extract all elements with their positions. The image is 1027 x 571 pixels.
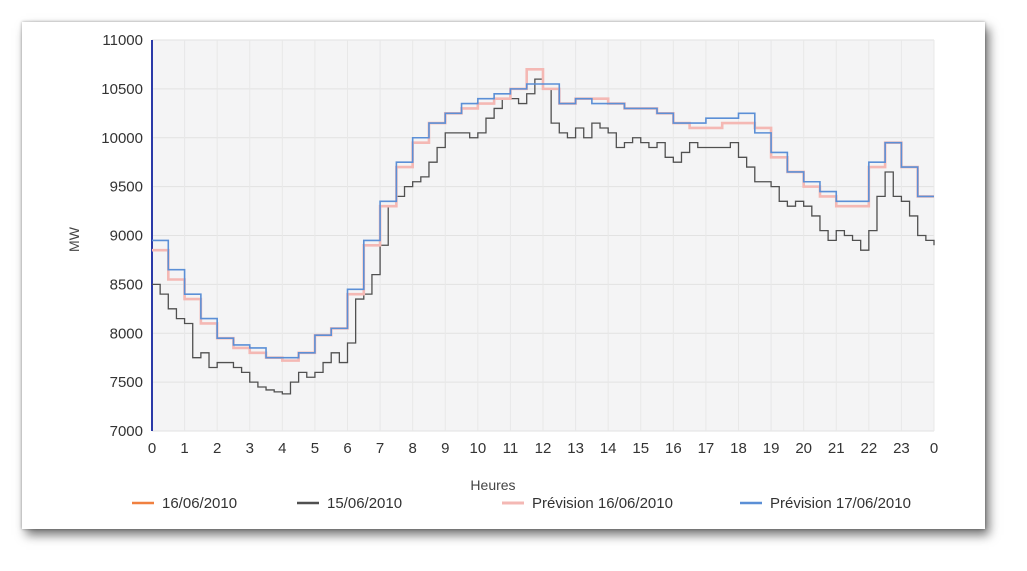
- y-tick-label: 10500: [101, 81, 143, 98]
- x-tick-label: 16: [665, 440, 682, 457]
- x-tick-label: 3: [246, 440, 254, 457]
- x-tick-label: 10: [469, 440, 486, 457]
- x-tick-label: 19: [763, 440, 780, 457]
- x-tick-label: 15: [632, 440, 649, 457]
- line-chart: 700075008000850090009500100001050011000 …: [66, 32, 938, 512]
- x-tick-label: 9: [441, 440, 449, 457]
- y-tick-label: 9000: [110, 228, 143, 245]
- y-tick-label: 11000: [102, 32, 143, 49]
- legend-label: 16/06/2010: [162, 495, 237, 512]
- x-tick-label: 12: [535, 440, 552, 457]
- x-tick-label: 0: [930, 440, 938, 457]
- y-tick-label: 8500: [110, 276, 143, 293]
- x-tick-label: 4: [278, 440, 286, 457]
- x-tick-label: 23: [893, 440, 910, 457]
- x-tick-label: 2: [213, 440, 221, 457]
- x-axis-ticks: 0 1 2 3 4 5 6 7 8 9 10 11 12 13 14 15 16 17 18 19 20 21 22 23 0: [148, 440, 938, 457]
- x-tick-label: 8: [408, 440, 416, 457]
- x-tick-label: 18: [730, 440, 747, 457]
- x-tick-label: 22: [860, 440, 877, 457]
- x-tick-label: 5: [311, 440, 319, 457]
- legend-label: Prévision 16/06/2010: [532, 495, 673, 512]
- x-tick-label: 1: [180, 440, 188, 457]
- x-tick-label: 7: [376, 440, 384, 457]
- series-layer: [152, 68, 935, 395]
- x-tick-label: 0: [148, 440, 156, 457]
- legend: 16/06/2010 15/06/2010 Prévision 16/06/2010…: [132, 495, 911, 512]
- x-tick-label: 17: [698, 440, 715, 457]
- legend-label: Prévision 17/06/2010: [770, 495, 911, 512]
- y-tick-label: 8000: [110, 325, 143, 342]
- x-tick-label: 13: [567, 440, 584, 457]
- x-tick-label: 20: [795, 440, 812, 457]
- x-tick-label: 14: [600, 440, 617, 457]
- y-tick-label: 10000: [101, 130, 143, 147]
- x-axis-title: Heures: [470, 477, 515, 493]
- x-tick-label: 6: [343, 440, 351, 457]
- x-tick-label: 11: [503, 440, 519, 457]
- y-axis-title: MW: [66, 226, 82, 252]
- y-axis-ticks: 7000 7500 8000 8500 9000 9500 10000 10500 11000: [101, 32, 143, 440]
- y-tick-label: 7000: [110, 423, 143, 440]
- chart-frame: 7000 7500 8000 8500 9000 9500 10000 10500 11000 …: [22, 22, 985, 529]
- x-tick-label: 21: [828, 440, 845, 457]
- legend-label: 15/06/2010: [327, 495, 402, 512]
- y-tick-label: 7500: [110, 374, 143, 391]
- series-line-4: [152, 83, 934, 359]
- y-tick-label: 9500: [110, 179, 143, 196]
